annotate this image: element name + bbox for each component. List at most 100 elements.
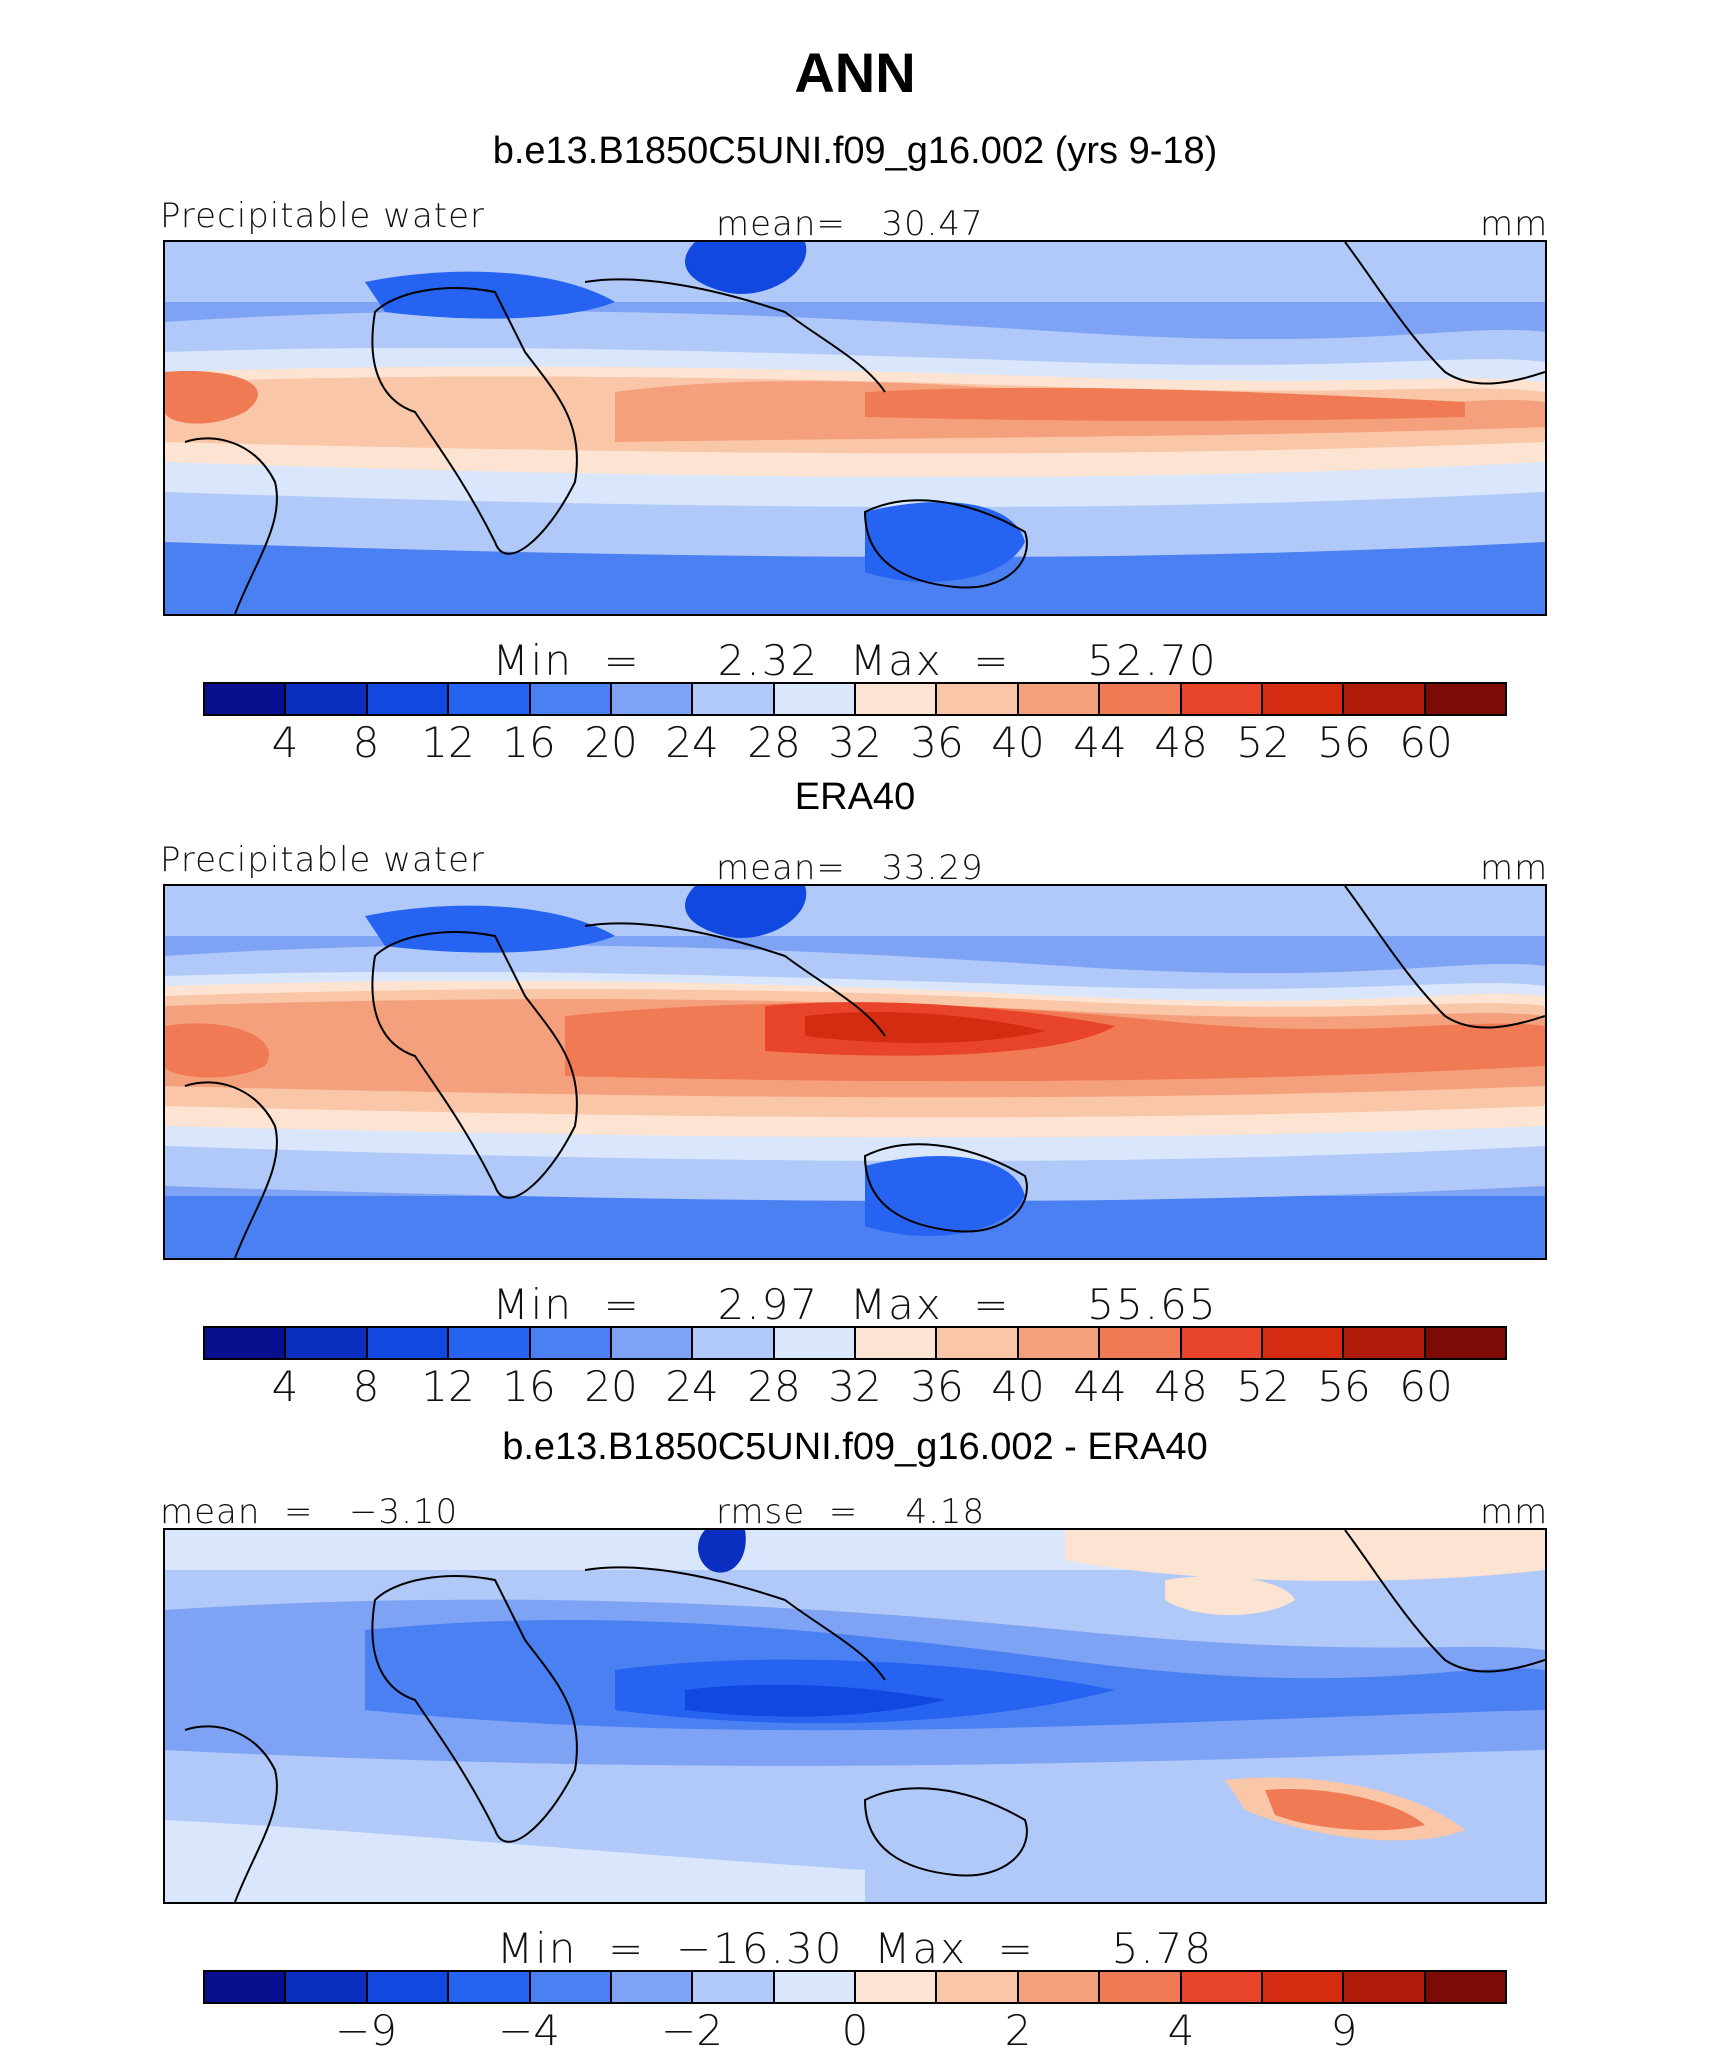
panel-3-rmse-label: rmse = 4.18 — [716, 1492, 986, 1532]
panel-1-colorbar-tick: 48 — [1154, 718, 1208, 767]
panel-2-colorbar-tick: 40 — [991, 1362, 1045, 1411]
panel-2-colorbar-tick: 8 — [352, 1362, 380, 1411]
panel-2-mean-label: mean= 33.29 — [716, 848, 984, 888]
colorbar-swatch — [774, 684, 856, 714]
colorbar-swatch — [530, 1972, 612, 2002]
colorbar-swatch — [1425, 684, 1505, 714]
colorbar-swatch — [1262, 684, 1345, 714]
panel-1-colorbar-tick: 36 — [910, 718, 964, 767]
panel-2-colorbar-tick: 60 — [1399, 1362, 1453, 1411]
panel-3-minmax: Min = −16.30 Max = 5.78 — [496, 1924, 1214, 1973]
panel-1-colorbar-tick: 12 — [421, 718, 475, 767]
colorbar-swatch — [1344, 1328, 1426, 1358]
panel-1-colorbar-tick: 20 — [584, 718, 638, 767]
colorbar-swatch — [1181, 1972, 1263, 2002]
colorbar-swatch — [530, 1328, 612, 1358]
colorbar-swatch — [449, 1328, 531, 1358]
panel-3-colorbar-tick: 4 — [1167, 2006, 1195, 2055]
panel-1-mean-label: mean= 30.47 — [716, 204, 984, 244]
panel-1-colorbar — [203, 682, 1507, 716]
panel-1-colorbar-tick: 32 — [828, 718, 882, 767]
panel-1-colorbar-tick: 56 — [1317, 718, 1371, 767]
panel-3-colorbar-tick: −9 — [335, 2006, 397, 2055]
panel-1-colorbar-tick: 40 — [991, 718, 1045, 767]
colorbar-swatch — [693, 684, 775, 714]
panel-1-minmax: Min = 2.32 Max = 52.70 — [492, 636, 1218, 685]
colorbar-swatch — [286, 684, 368, 714]
colorbar-swatch — [205, 1328, 287, 1358]
panel-2-title: ERA40 — [794, 776, 916, 818]
colorbar-swatch — [1425, 1328, 1505, 1358]
colorbar-swatch — [205, 684, 287, 714]
colorbar-swatch — [856, 1972, 938, 2002]
colorbar-swatch — [774, 1972, 856, 2002]
panel-1-units-label: mm — [1480, 204, 1549, 244]
panel-1-colorbar-tick: 52 — [1236, 718, 1290, 767]
colorbar-swatch — [611, 1328, 694, 1358]
colorbar-swatch — [1344, 1972, 1426, 2002]
panel-2-colorbar-tick: 52 — [1236, 1362, 1290, 1411]
panel-2-colorbar-tick: 32 — [828, 1362, 882, 1411]
panel-2-colorbar-tick: 36 — [910, 1362, 964, 1411]
colorbar-swatch — [1262, 1972, 1345, 2002]
colorbar-swatch — [1018, 1328, 1101, 1358]
panel-2-minmax: Min = 2.97 Max = 55.65 — [492, 1280, 1218, 1329]
colorbar-swatch — [1181, 684, 1263, 714]
colorbar-swatch — [693, 1328, 775, 1358]
panel-2-map — [163, 884, 1547, 1260]
panel-3-colorbar-tick: −2 — [661, 2006, 723, 2055]
panel-2-colorbar-tick: 12 — [421, 1362, 475, 1411]
panel-2-colorbar-tick: 44 — [1073, 1362, 1127, 1411]
colorbar-swatch — [1018, 1972, 1101, 2002]
panel-2-colorbar-tick: 56 — [1317, 1362, 1371, 1411]
panel-3-colorbar-tick: 2 — [1004, 2006, 1032, 2055]
colorbar-swatch — [693, 1972, 775, 2002]
colorbar-swatch — [367, 1972, 450, 2002]
panel-1-colorbar-tick: 44 — [1073, 718, 1127, 767]
colorbar-swatch — [1100, 684, 1182, 714]
colorbar-swatch — [611, 1972, 694, 2002]
panel-2-units-label: mm — [1480, 848, 1549, 888]
panel-1-map — [163, 240, 1547, 616]
colorbar-swatch — [449, 684, 531, 714]
panel-3-colorbar-tick: 9 — [1330, 2006, 1358, 2055]
colorbar-swatch — [1181, 1328, 1263, 1358]
colorbar-swatch — [1344, 684, 1426, 714]
panel-3-map — [163, 1528, 1547, 1904]
colorbar-swatch — [1425, 1972, 1505, 2002]
panel-3-units-label: mm — [1480, 1492, 1549, 1532]
colorbar-swatch — [937, 1972, 1019, 2002]
colorbar-swatch — [937, 1328, 1019, 1358]
panel-3-title: b.e13.B1850C5UNI.f09_g16.002 - ERA40 — [502, 1426, 1208, 1468]
panel-2-colorbar-tick: 48 — [1154, 1362, 1208, 1411]
panel-1-colorbar-tick: 8 — [352, 718, 380, 767]
colorbar-swatch — [611, 684, 694, 714]
panel-3-colorbar — [203, 1970, 1507, 2004]
colorbar-swatch — [286, 1328, 368, 1358]
panel-1-colorbar-tick: 28 — [747, 718, 801, 767]
figure-title: ANN — [794, 41, 916, 104]
panel-2-colorbar — [203, 1326, 1507, 1360]
colorbar-swatch — [286, 1972, 368, 2002]
panel-3-mean-label: mean = −3.10 — [160, 1492, 459, 1532]
panel-2-colorbar-tick: 24 — [665, 1362, 719, 1411]
colorbar-swatch — [1262, 1328, 1345, 1358]
panel-1-colorbar-tick: 4 — [271, 718, 299, 767]
colorbar-swatch — [1018, 684, 1101, 714]
colorbar-swatch — [774, 1328, 856, 1358]
panel-2-colorbar-tick: 28 — [747, 1362, 801, 1411]
colorbar-swatch — [1100, 1972, 1182, 2002]
panel-1-colorbar-tick: 24 — [665, 718, 719, 767]
panel-1-colorbar-tick: 60 — [1399, 718, 1453, 767]
colorbar-swatch — [367, 684, 450, 714]
panel-3-colorbar-tick: 0 — [841, 2006, 869, 2055]
colorbar-swatch — [856, 1328, 938, 1358]
panel-2-variable-label: Precipitable water — [160, 840, 486, 880]
panel-1-title: b.e13.B1850C5UNI.f09_g16.002 (yrs 9-18) — [492, 130, 1218, 172]
colorbar-swatch — [1100, 1328, 1182, 1358]
panel-3-colorbar-tick: −4 — [498, 2006, 560, 2055]
panel-2-colorbar-tick: 4 — [271, 1362, 299, 1411]
panel-1-colorbar-tick: 16 — [502, 718, 556, 767]
panel-1-variable-label: Precipitable water — [160, 196, 486, 236]
colorbar-swatch — [530, 684, 612, 714]
